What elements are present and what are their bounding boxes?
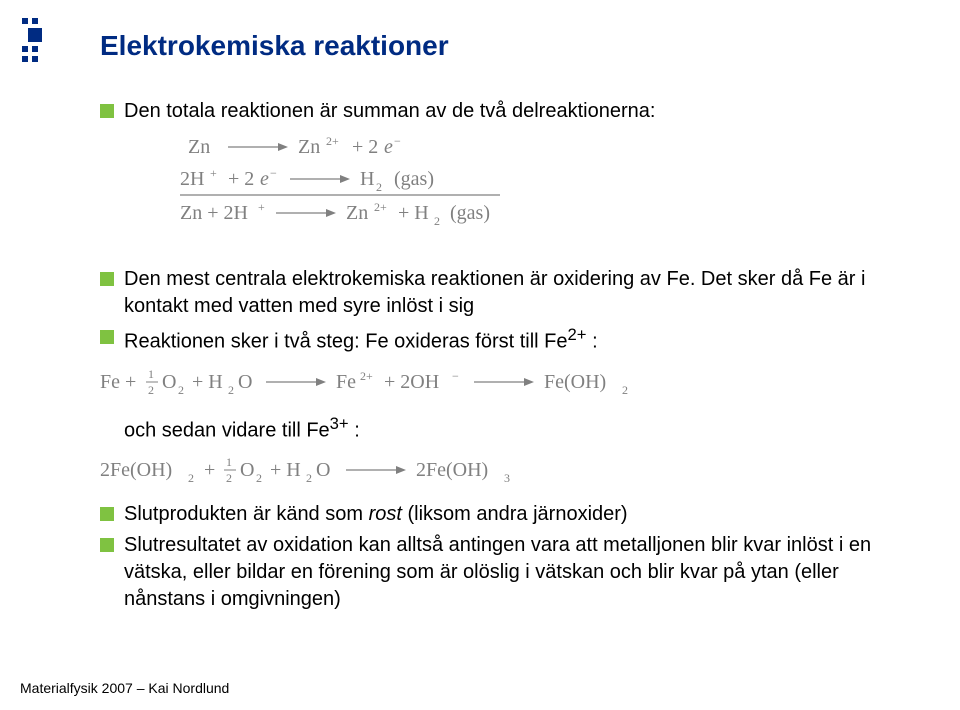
svg-text:2+: 2+ [360, 369, 373, 383]
bullet-3: Reaktionen sker i två steg: Fe oxideras … [100, 324, 920, 356]
svg-text:Fe(OH): Fe(OH) [544, 371, 606, 393]
b4-pre: Slutprodukten är känd som [124, 503, 369, 525]
svg-text:2: 2 [622, 383, 628, 397]
svg-text:O: O [240, 459, 254, 481]
bullet-5-text: Slutresultatet av oxidation kan alltså a… [124, 532, 920, 613]
svg-text:2: 2 [376, 180, 382, 194]
svg-text:2: 2 [226, 471, 232, 485]
svg-text:O: O [238, 371, 252, 393]
svg-text:Fe +: Fe + [100, 371, 136, 393]
bullet-5: Slutresultatet av oxidation kan alltså a… [100, 532, 920, 613]
svg-text:2: 2 [228, 383, 234, 397]
equation-block-3: 2Fe(OH)2+12O2+ H2O2Fe(OH)3 [100, 452, 920, 493]
svg-text:H: H [360, 168, 374, 190]
svg-text:1: 1 [148, 367, 154, 381]
b4-italic: rost [369, 503, 402, 525]
svg-text:Zn: Zn [346, 202, 368, 224]
svg-text:1: 1 [226, 455, 232, 469]
bullet-square-icon [100, 507, 114, 521]
svg-text:2: 2 [188, 471, 194, 485]
mid-text: och sedan vidare till Fe3+ : [124, 413, 920, 445]
bullet-1: Den totala reaktionen är summan av de tv… [100, 98, 920, 125]
bullet-1-text: Den totala reaktionen är summan av de tv… [124, 98, 920, 125]
bullet-square-icon [100, 330, 114, 344]
mid-pre: och sedan vidare till Fe [124, 419, 330, 441]
svg-text:(gas): (gas) [394, 168, 434, 190]
svg-text:−: − [452, 369, 459, 383]
svg-text:2+: 2+ [326, 134, 339, 148]
slide-title: Elektrokemiska reaktioner [100, 30, 920, 62]
svg-text:2: 2 [306, 471, 312, 485]
svg-text:+: + [258, 200, 265, 214]
mid-sup: 3+ [330, 414, 349, 433]
svg-text:+ 2: + 2 [228, 168, 254, 190]
bullet-4-text: Slutprodukten är känd som rost (liksom a… [124, 501, 920, 528]
svg-text:2H: 2H [180, 168, 204, 190]
svg-text:2: 2 [148, 383, 154, 397]
b3-post: : [587, 331, 598, 353]
svg-text:O: O [316, 459, 330, 481]
svg-text:+ 2: + 2 [352, 136, 378, 158]
svg-text:2+: 2+ [374, 200, 387, 214]
svg-text:2Fe(OH): 2Fe(OH) [416, 459, 488, 481]
bullet-square-icon [100, 104, 114, 118]
svg-text:Zn: Zn [298, 136, 320, 158]
svg-text:3: 3 [504, 471, 510, 485]
svg-text:Zn + 2H: Zn + 2H [180, 202, 248, 224]
svg-text:+ H: + H [398, 202, 429, 224]
bullet-3-text: Reaktionen sker i två steg: Fe oxideras … [124, 324, 920, 356]
svg-text:Fe: Fe [336, 371, 356, 393]
slide-content: Elektrokemiska reaktioner Den totala rea… [100, 30, 920, 617]
equation-block-1: ZnZn2++ 2e−2H++ 2e−H2(gas)Zn + 2H+Zn2++ … [180, 133, 920, 234]
mid-post: : [349, 419, 360, 441]
svg-text:O: O [162, 371, 176, 393]
svg-text:2: 2 [434, 214, 440, 228]
svg-text:(gas): (gas) [450, 202, 490, 224]
footer-text: Materialfysik 2007 – Kai Nordlund [20, 680, 229, 696]
logo [22, 18, 52, 71]
svg-text:e: e [260, 168, 269, 190]
bullet-square-icon [100, 538, 114, 552]
b3-sup: 2+ [568, 325, 587, 344]
b4-post: (liksom andra järnoxider) [402, 503, 628, 525]
svg-text:2Fe(OH): 2Fe(OH) [100, 459, 172, 481]
equation-block-2: Fe +12O2+ H2OFe2++ 2OH−Fe(OH)2 [100, 364, 920, 405]
b3-pre: Reaktionen sker i två steg: Fe oxideras … [124, 331, 568, 353]
bullet-4: Slutprodukten är känd som rost (liksom a… [100, 501, 920, 528]
svg-text:+ 2OH: + 2OH [384, 371, 439, 393]
svg-text:+: + [204, 459, 215, 481]
svg-text:2: 2 [256, 471, 262, 485]
bullet-2-text: Den mest centrala elektrokemiska reaktio… [124, 266, 920, 320]
bullet-square-icon [100, 272, 114, 286]
svg-text:−: − [394, 134, 401, 148]
svg-text:Zn: Zn [188, 136, 210, 158]
svg-text:2: 2 [178, 383, 184, 397]
svg-text:+ H: + H [270, 459, 301, 481]
svg-text:e: e [384, 136, 393, 158]
bullet-2: Den mest centrala elektrokemiska reaktio… [100, 266, 920, 320]
svg-text:+ H: + H [192, 371, 223, 393]
svg-text:+: + [210, 166, 217, 180]
svg-text:−: − [270, 166, 277, 180]
